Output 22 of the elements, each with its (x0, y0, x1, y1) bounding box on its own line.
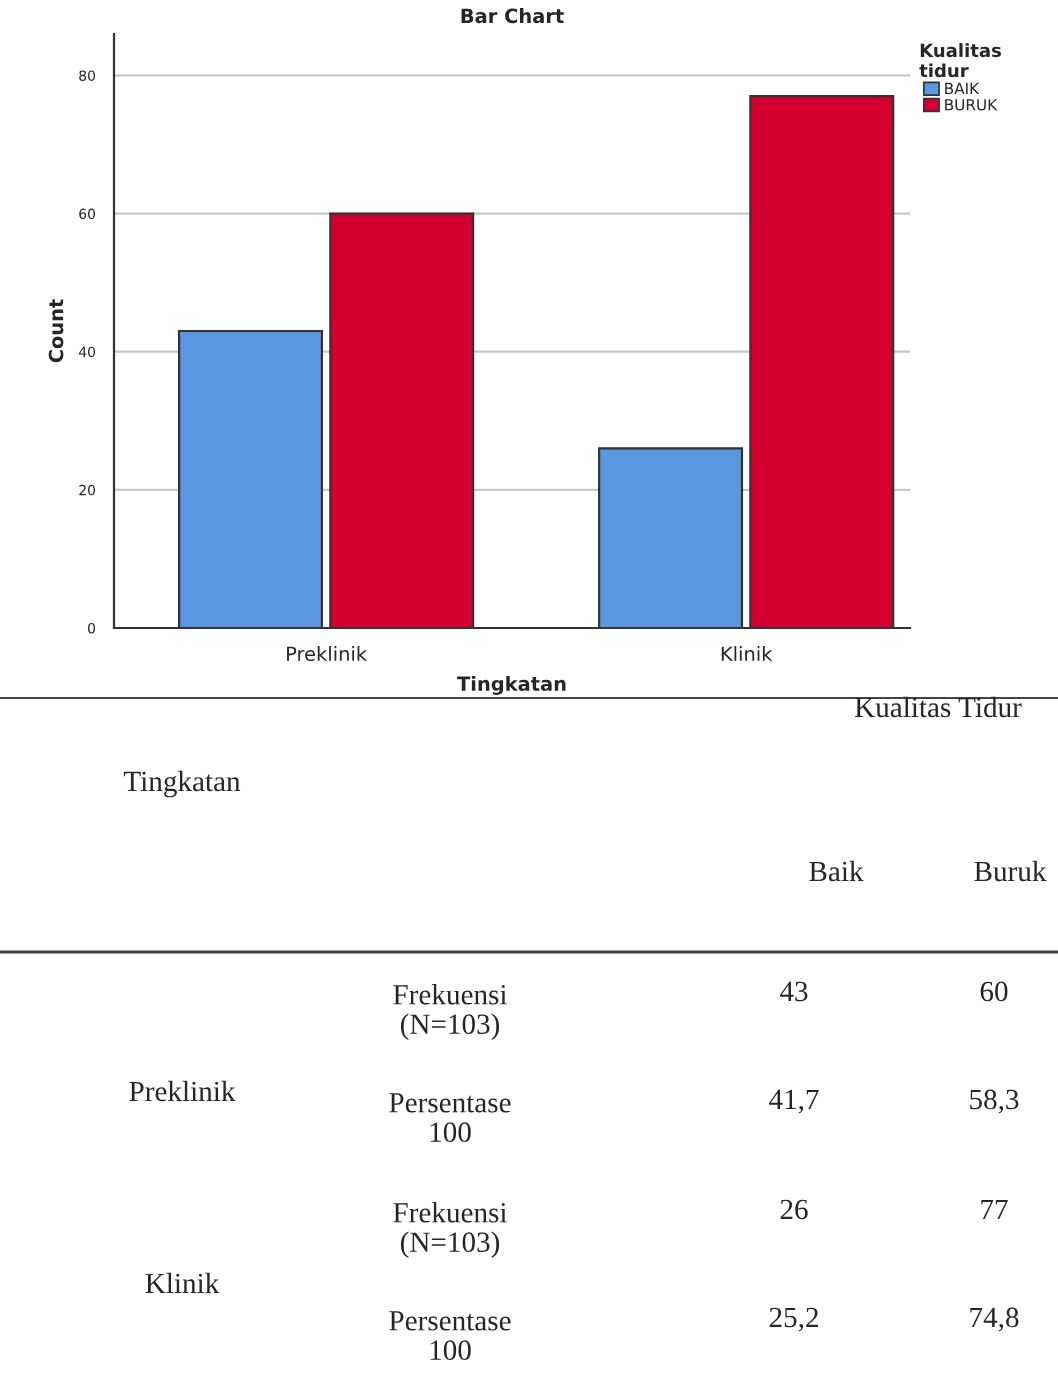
y-axis-title: Count (48, 299, 64, 363)
text: 77 (981, 1199, 1008, 1220)
text: Preklinik (129, 1080, 236, 1102)
text: 43 (779, 981, 808, 1002)
text: Persentase 100 (389, 1093, 511, 1143)
legend-title: Kualitas tidur (919, 43, 1001, 78)
text: Buruk (974, 860, 1047, 882)
text: Baik (809, 860, 864, 882)
text: Tingkatan (123, 770, 241, 798)
text: Kualitas Tidur (854, 696, 1022, 718)
text: Klinik (145, 1272, 220, 1294)
chart-title: Bar Chart (461, 8, 564, 24)
text: Frekuensi (N=103) (393, 1202, 507, 1258)
x-axis-title: Tingkatan (457, 675, 566, 695)
text: 41,7 (769, 1089, 819, 1114)
text: 60 (980, 981, 1008, 1002)
text: 26 (780, 1199, 808, 1220)
text: 25,2 (769, 1307, 818, 1332)
text: 58,3 (970, 1089, 1019, 1114)
text: Frekuensi (N=103) (393, 984, 507, 1040)
text: 74,8 (970, 1307, 1019, 1332)
text: Persentase 100 (389, 1311, 511, 1361)
